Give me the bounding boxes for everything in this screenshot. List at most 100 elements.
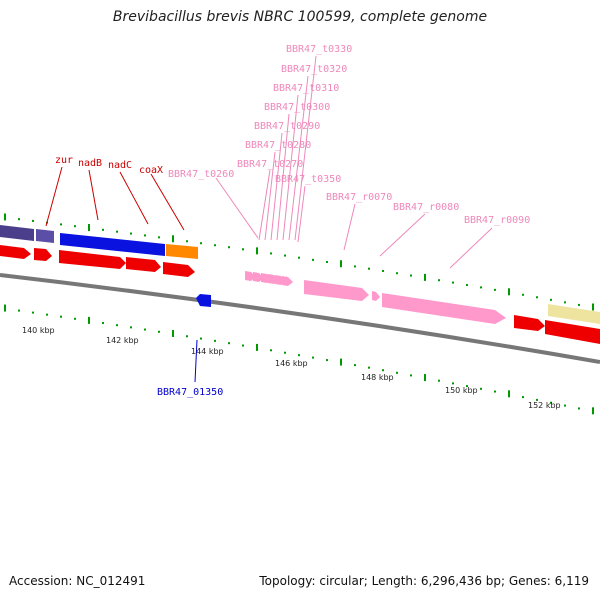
gene-BBR47-01350[interactable]: [196, 294, 211, 307]
ring-tick: [522, 396, 524, 399]
ring-tick: [32, 219, 34, 222]
ring-tick: [382, 269, 384, 272]
ring-tick: [74, 317, 76, 320]
ring-tick: [592, 407, 594, 415]
ring-tick: [172, 235, 174, 243]
ring-tick: [298, 256, 300, 259]
label-coaX[interactable]: coaX: [139, 165, 163, 176]
label-t0260[interactable]: BBR47_t0260: [168, 169, 234, 180]
gene-red-4[interactable]: [126, 257, 161, 272]
label-t0310[interactable]: BBR47_t0310: [273, 83, 339, 94]
ring-tick: [480, 387, 482, 390]
ring-tick: [18, 218, 20, 221]
ring-tick: [284, 254, 286, 257]
ring-tick: [368, 267, 370, 270]
label-zur[interactable]: zur: [55, 155, 73, 166]
ring-tick: [480, 286, 482, 289]
ring-tick: [172, 330, 174, 338]
ring-tick: [424, 273, 426, 281]
ring-tick: [550, 401, 552, 404]
ring-tick: [508, 390, 510, 398]
label-t0290[interactable]: BBR47_t0290: [254, 121, 320, 132]
ring-tick: [438, 279, 440, 282]
trna-small[interactable]: [372, 291, 380, 301]
ring-tick: [382, 369, 384, 372]
ring-tick: [578, 303, 580, 306]
feature-other-1[interactable]: [0, 225, 34, 241]
ring-tick: [592, 303, 594, 311]
ring-tick: [242, 344, 244, 347]
ring-tick: [396, 371, 398, 374]
pink-callouts: [215, 55, 493, 269]
gene-red-1[interactable]: [0, 245, 31, 259]
ring-tick: [4, 304, 6, 312]
label-r0090[interactable]: BBR47_r0090: [464, 215, 530, 226]
ring-tick: [522, 293, 524, 296]
ring-tick: [508, 288, 510, 296]
gene-red-6[interactable]: [514, 315, 545, 331]
ring-tick: [424, 374, 426, 382]
ring-tick: [494, 288, 496, 291]
scale-label: 142 kbp: [106, 336, 139, 345]
gene-red-7[interactable]: [545, 320, 600, 344]
ring-tick: [410, 274, 412, 277]
rrna-r0070[interactable]: [304, 280, 369, 301]
ring-tick: [130, 326, 132, 329]
gene-yellow[interactable]: [548, 304, 600, 324]
gene-coaX[interactable]: [166, 244, 198, 259]
inner-dot-ring: [4, 304, 594, 415]
ring-tick: [214, 244, 216, 247]
ring-tick: [326, 261, 328, 264]
ring-tick: [466, 385, 468, 388]
label-t0320[interactable]: BBR47_t0320: [281, 64, 347, 75]
ring-tick: [312, 258, 314, 261]
ring-tick: [228, 246, 230, 249]
ring-tick: [102, 228, 104, 231]
ring-tick: [144, 234, 146, 237]
label-nadC[interactable]: nadC: [108, 160, 132, 171]
label-nadB[interactable]: nadB: [78, 158, 102, 169]
ring-tick: [116, 230, 118, 233]
ring-tick: [214, 339, 216, 342]
ring-tick: [88, 223, 90, 231]
label-r0070[interactable]: BBR47_r0070: [326, 192, 392, 203]
label-t0280[interactable]: BBR47_t0280: [245, 140, 311, 151]
ring-tick: [102, 322, 104, 325]
label-t0270[interactable]: BBR47_t0270: [237, 159, 303, 170]
ring-tick: [116, 324, 118, 327]
label-t0300[interactable]: BBR47_t0300: [264, 102, 330, 113]
gene-red-3[interactable]: [59, 250, 126, 269]
ring-tick: [242, 248, 244, 251]
ring-tick: [158, 330, 160, 333]
ring-tick: [284, 351, 286, 354]
label-t0330[interactable]: BBR47_t0330: [286, 44, 352, 55]
scale-label: 148 kbp: [361, 373, 394, 382]
ring-tick: [270, 252, 272, 255]
ring-tick: [298, 354, 300, 357]
scale-label: 150 kbp: [445, 386, 478, 395]
ring-tick: [32, 311, 34, 314]
gene-nadB[interactable]: [60, 233, 165, 256]
ring-tick: [354, 364, 356, 367]
red-callouts: [45, 166, 185, 231]
ring-tick: [158, 236, 160, 239]
scale-label: 140 kbp: [22, 326, 55, 335]
ring-tick: [186, 240, 188, 243]
feature-other-2[interactable]: [36, 229, 54, 243]
label-t0350[interactable]: BBR47_t0350: [275, 174, 341, 185]
gene-red-5[interactable]: [163, 262, 195, 277]
ring-tick: [256, 247, 258, 255]
label-01350[interactable]: BBR47_01350: [157, 387, 223, 398]
ring-tick: [536, 296, 538, 299]
gene-red-2[interactable]: [34, 248, 52, 261]
ring-tick: [200, 242, 202, 245]
trna-cluster[interactable]: [245, 271, 293, 286]
ring-tick: [228, 342, 230, 345]
ring-tick: [564, 301, 566, 304]
ring-tick: [326, 359, 328, 362]
rrna-r0080[interactable]: [382, 293, 506, 324]
label-r0080[interactable]: BBR47_r0080: [393, 202, 459, 213]
ring-tick: [186, 335, 188, 338]
ring-tick: [354, 265, 356, 268]
